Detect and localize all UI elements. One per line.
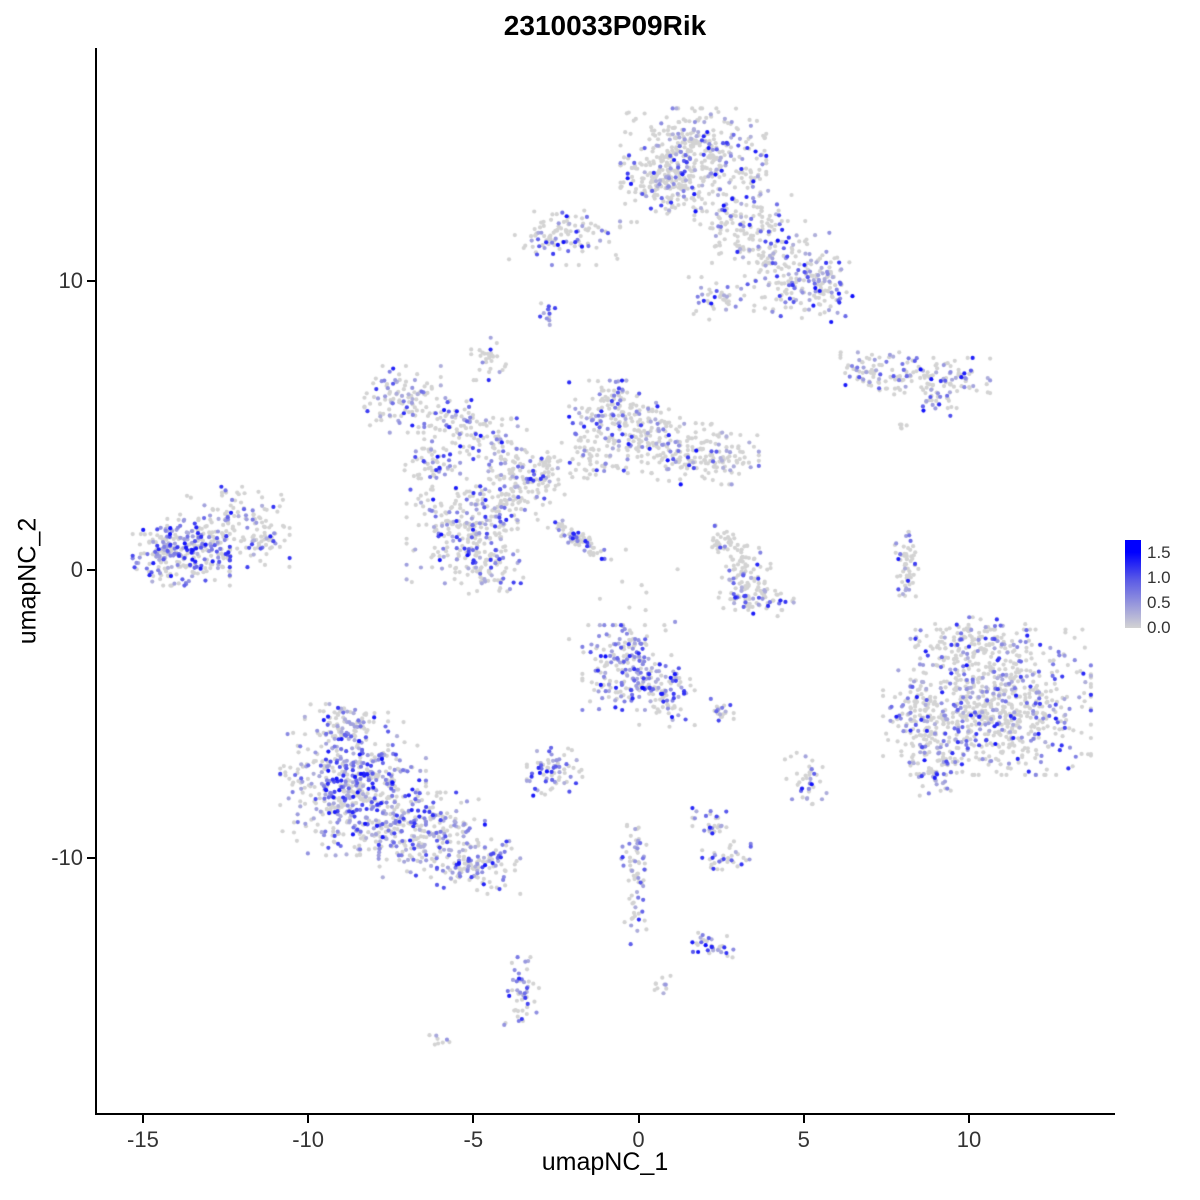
x-tick-label: -10 xyxy=(292,1127,325,1152)
y-tick-label: 10 xyxy=(58,268,83,294)
x-tick-label: 10 xyxy=(956,1127,982,1152)
expression-colorbar-legend: 1.5 1.0 0.5 0.0 xyxy=(1125,540,1200,640)
y-tick-label: -10 xyxy=(51,844,83,870)
x-tick-label: 0 xyxy=(632,1127,645,1152)
x-tick-label: -15 xyxy=(127,1127,159,1152)
colorbar-tick-label: 1.0 xyxy=(1147,567,1171,587)
x-tick-mark xyxy=(307,1115,310,1123)
x-tick-mark xyxy=(637,1115,640,1123)
x-tick-label: 5 xyxy=(797,1127,810,1152)
y-tick-mark xyxy=(87,568,95,571)
colorbar-tick-label: 1.5 xyxy=(1147,542,1171,562)
x-tick-mark xyxy=(967,1115,970,1123)
colorbar-tick-label: 0.0 xyxy=(1147,618,1171,637)
y-tick-label: 0 xyxy=(70,556,83,582)
x-axis-title: umapNC_1 xyxy=(541,1148,669,1176)
x-tick-label: -5 xyxy=(463,1127,484,1152)
plot-title: 2310033P09Rik xyxy=(503,10,707,41)
x-tick-mark xyxy=(472,1115,475,1123)
scatter-canvas xyxy=(97,48,1117,1115)
colorbar-gradient xyxy=(1125,540,1141,628)
x-tick-mark xyxy=(141,1115,144,1123)
y-axis-title: umapNC_2 xyxy=(13,517,42,645)
x-tick-mark xyxy=(802,1115,805,1123)
plot-area xyxy=(95,48,1117,1115)
y-tick-mark xyxy=(87,280,95,283)
y-tick-mark xyxy=(87,856,95,859)
colorbar-tick-label: 0.5 xyxy=(1147,592,1171,612)
